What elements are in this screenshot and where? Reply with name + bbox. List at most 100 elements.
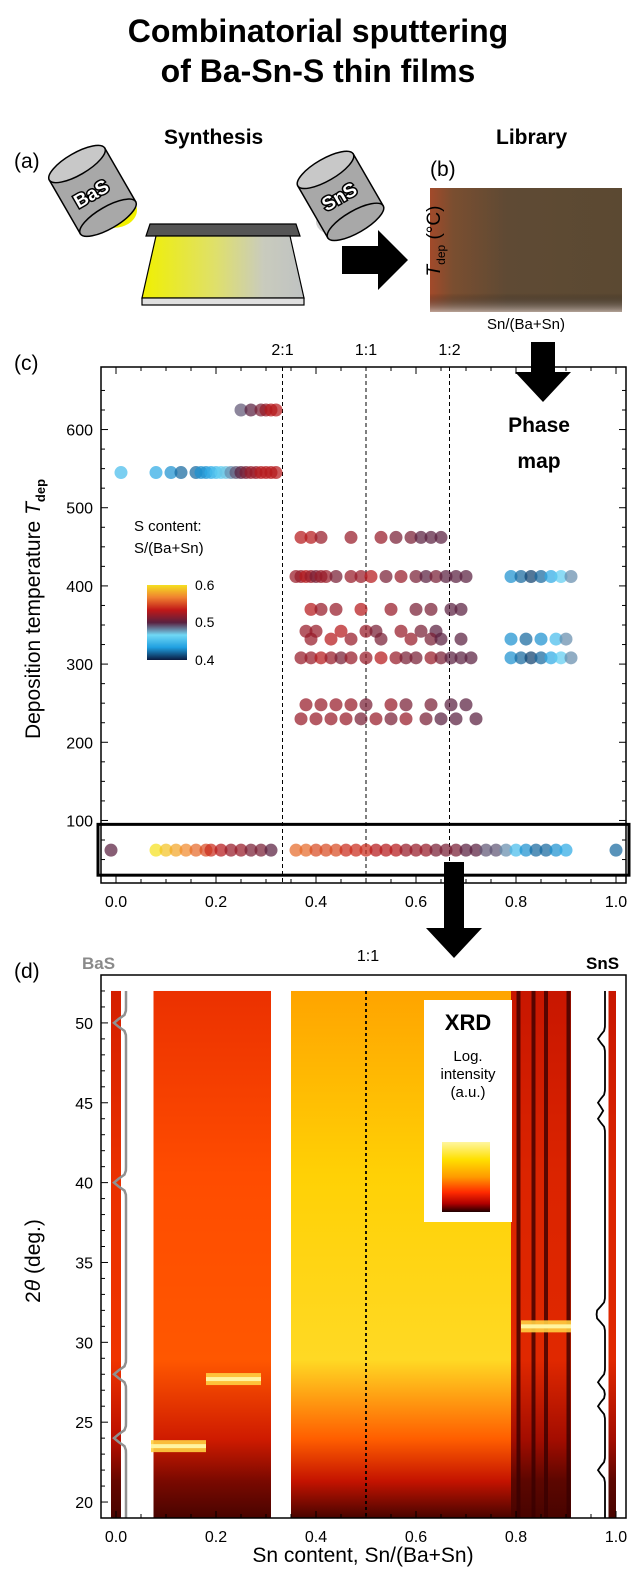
scatter-point	[444, 698, 458, 712]
heatmap-column-block	[153, 990, 271, 1518]
scatter-point	[314, 530, 328, 544]
scatter-point	[469, 843, 483, 857]
scatter-point	[459, 843, 473, 857]
scatter-point	[174, 466, 188, 480]
phase-map-x-tick-label: 0.4	[305, 894, 327, 911]
heatmap-peak-core	[151, 1444, 206, 1449]
scatter-point	[334, 624, 348, 638]
scatter-point	[534, 651, 548, 665]
scatter-point	[384, 698, 398, 712]
heatmap-dark-stripe	[566, 990, 571, 1518]
scatter-point	[394, 570, 408, 584]
scatter-point	[514, 570, 528, 584]
scatter-point	[609, 843, 623, 857]
scatter-point	[419, 570, 433, 584]
scatter-point	[504, 632, 518, 646]
colorbar-tick-label: 0.4	[195, 652, 215, 668]
scatter-point	[399, 698, 413, 712]
scatter-point	[344, 632, 358, 646]
xrd-y-tick-label: 25	[75, 1415, 93, 1432]
scatter-point	[549, 843, 563, 857]
heatmap-dark-stripe	[516, 990, 521, 1518]
scatter-point	[454, 651, 468, 665]
scatter-point	[544, 570, 558, 584]
scatter-point	[299, 698, 313, 712]
scatter-point	[359, 698, 373, 712]
scatter-point	[324, 712, 338, 726]
scatter-point	[344, 651, 358, 665]
title-line-2: of Ba-Sn-S thin films	[160, 53, 476, 89]
scatter-point	[564, 651, 578, 665]
phase-map-y-tick-label: 100	[66, 813, 93, 830]
scatter-point	[159, 843, 173, 857]
scatter-point	[329, 843, 343, 857]
xrd-x-tick-label: 0.8	[505, 1529, 527, 1546]
scatter-point	[409, 651, 423, 665]
heatmap-dark-stripe	[531, 990, 536, 1518]
colorbar-tick-label: 0.6	[195, 577, 215, 593]
scatter-point	[439, 843, 453, 857]
heatmap-column-block	[608, 990, 616, 1518]
scatter-point	[439, 570, 453, 584]
scatter-point	[559, 632, 573, 646]
scatter-point	[469, 712, 483, 726]
scatter-point	[424, 530, 438, 544]
sulfur-colorbar	[147, 585, 187, 660]
scatter-point	[189, 843, 203, 857]
scatter-point	[419, 712, 433, 726]
scatter-point	[344, 570, 358, 584]
scatter-point	[539, 843, 553, 857]
scatter-point	[449, 712, 463, 726]
sns-reference-label: SnS	[586, 954, 620, 973]
scatter-point	[459, 698, 473, 712]
scatter-point	[254, 843, 268, 857]
scatter-point	[304, 530, 318, 544]
scatter-point	[369, 843, 383, 857]
scatter-point	[499, 843, 513, 857]
title-line-1: Combinatorial sputtering	[127, 13, 509, 49]
panel-d-label: (d)	[14, 960, 40, 983]
scatter-point	[449, 843, 463, 857]
heatmap-peak-core	[206, 1377, 261, 1382]
scatter-point	[444, 651, 458, 665]
scatter-point	[104, 843, 118, 857]
scatter-point	[399, 712, 413, 726]
scatter-point	[389, 651, 403, 665]
colorbar-title-line1: S content:	[134, 518, 202, 535]
xrd-y-tick-label: 20	[75, 1495, 93, 1512]
phase-map-x-tick-label: 0.8	[505, 894, 527, 911]
scatter-point	[549, 632, 563, 646]
xrd-x-tick-label: 0.0	[105, 1529, 127, 1546]
scatter-point	[424, 651, 438, 665]
scatter-point	[434, 651, 448, 665]
scatter-point	[374, 530, 388, 544]
xrd-y-tick-label: 30	[75, 1335, 93, 1352]
scatter-point	[409, 570, 423, 584]
scatter-point	[359, 843, 373, 857]
phase-map-y-tick-label: 300	[66, 657, 93, 674]
scatter-point	[329, 570, 343, 584]
scatter-point	[414, 624, 428, 638]
xrd-ratio-label: 1:1	[356, 948, 380, 965]
highlight-box	[96, 822, 631, 877]
scatter-point	[179, 843, 193, 857]
scatter-point	[319, 843, 333, 857]
scatter-point	[169, 843, 183, 857]
scatter-point	[524, 651, 538, 665]
heatmap-column-block	[511, 990, 571, 1518]
scatter-point	[314, 602, 328, 616]
xrd-legend-line2: intensity	[440, 1066, 496, 1083]
scatter-point	[459, 570, 473, 584]
scatter-point	[424, 698, 438, 712]
scatter-point	[269, 466, 283, 480]
scatter-point	[414, 530, 428, 544]
scatter-point	[449, 570, 463, 584]
scatter-point	[329, 698, 343, 712]
scatter-point	[399, 651, 413, 665]
arrow-down-icon-2	[426, 862, 482, 958]
scatter-point	[364, 570, 378, 584]
panel-b-label: (b)	[430, 158, 456, 181]
phase-map-y-tick-label: 400	[66, 579, 93, 596]
scatter-point	[334, 651, 348, 665]
